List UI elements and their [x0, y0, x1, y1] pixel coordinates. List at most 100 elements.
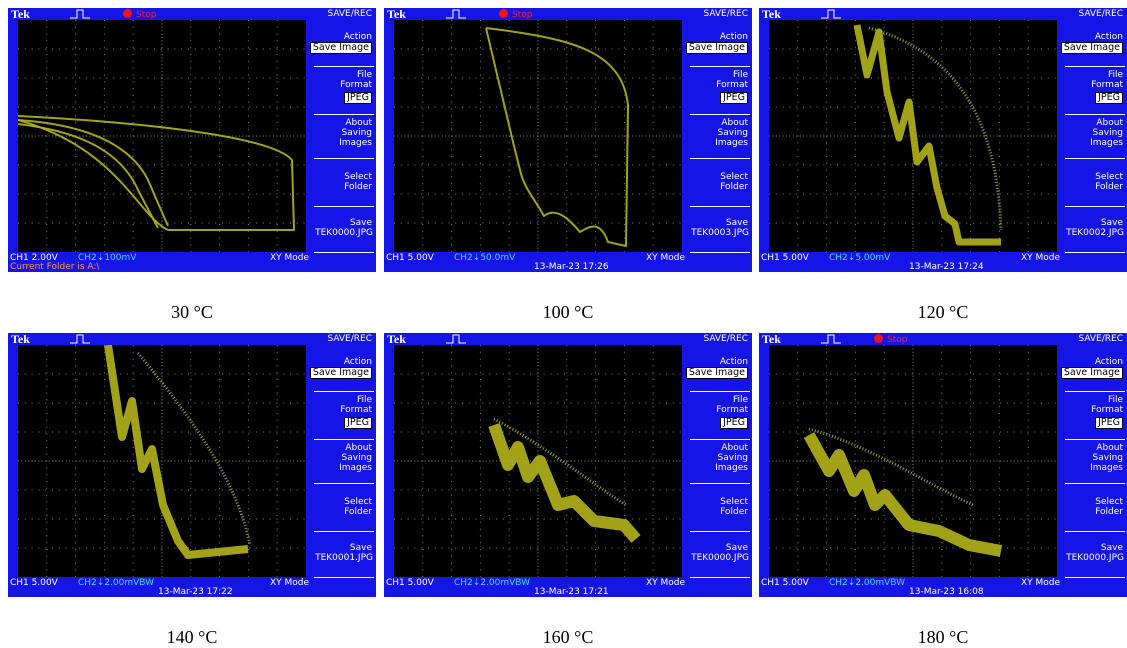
menu-value[interactable]: Save Image: [310, 367, 372, 379]
display-mode: XY Mode: [270, 253, 309, 263]
menu-item[interactable]: Select Folder: [344, 172, 372, 192]
caption: 140 °C: [8, 627, 376, 648]
menu-item[interactable]: Action: [720, 32, 748, 42]
menu-item[interactable]: About Saving Images: [1090, 443, 1123, 473]
side-menu: SAVE/RECActionSave ImageFile FormatJPEGA…: [308, 333, 374, 579]
menu-value[interactable]: JPEG: [720, 92, 748, 104]
menu-item[interactable]: File Format: [1091, 70, 1123, 90]
menu-item[interactable]: File Format: [716, 395, 748, 415]
menu-item[interactable]: About Saving Images: [715, 118, 748, 148]
graticule: [769, 345, 1057, 577]
menu-value[interactable]: JPEG: [1095, 417, 1123, 429]
separator: [314, 66, 374, 67]
save-file[interactable]: TEK0000.JPG: [315, 228, 373, 238]
menu-value[interactable]: Save Image: [310, 42, 372, 54]
scope-screenshot: TekSAVE/RECActionSave ImageFile FormatJP…: [384, 333, 752, 597]
separator: [1065, 252, 1125, 253]
save-file[interactable]: TEK0000.JPG: [1066, 553, 1124, 563]
menu-item[interactable]: Save: [1101, 543, 1123, 553]
ch2-scale: CH2⇣2.00mVBW: [454, 578, 530, 588]
menu-item[interactable]: File Format: [340, 395, 372, 415]
timestamp: 13-Mar-23 17:26: [534, 262, 609, 272]
menu-value[interactable]: Save Image: [686, 42, 748, 54]
status: Stop: [874, 334, 907, 345]
menu-value[interactable]: JPEG: [344, 417, 372, 429]
menu-item[interactable]: File Format: [340, 70, 372, 90]
menu-item[interactable]: Action: [720, 357, 748, 367]
menu-item[interactable]: Action: [1095, 32, 1123, 42]
separator: [690, 114, 750, 115]
display-mode: XY Mode: [1021, 253, 1060, 263]
trigger-shape: [70, 10, 90, 18]
screen: [394, 20, 682, 252]
caption: 100 °C: [384, 302, 752, 323]
status: Stop: [123, 9, 156, 20]
trigger-shape: [821, 10, 841, 18]
save-file[interactable]: TEK0001.JPG: [315, 553, 373, 563]
menu-item[interactable]: Save: [1101, 218, 1123, 228]
menu-value[interactable]: Save Image: [1061, 42, 1123, 54]
menu-item[interactable]: Save: [726, 543, 748, 553]
trace: [18, 124, 158, 228]
trigger-shape: [446, 335, 466, 343]
display-mode: XY Mode: [646, 578, 685, 588]
separator: [1065, 206, 1125, 207]
separator: [1065, 158, 1125, 159]
brand: Tek: [387, 333, 406, 345]
screen: [18, 345, 306, 577]
ch2-scale: CH2⇣2.00mVBW: [78, 578, 154, 588]
separator: [1065, 577, 1125, 578]
ch2-scale: CH2⇣50.0mV: [454, 253, 515, 263]
menu-item[interactable]: About Saving Images: [1090, 118, 1123, 148]
menu-value[interactable]: JPEG: [720, 417, 748, 429]
menu-title: SAVE/REC: [703, 9, 748, 19]
menu-item[interactable]: Action: [344, 357, 372, 367]
menu-item[interactable]: About Saving Images: [715, 443, 748, 473]
trace: [108, 345, 248, 555]
menu-item[interactable]: Save: [350, 543, 372, 553]
menu-item[interactable]: File Format: [1091, 395, 1123, 415]
ch2-scale: CH2⇣2.00mVBW: [829, 578, 905, 588]
menu-value[interactable]: JPEG: [344, 92, 372, 104]
menu-item[interactable]: File Format: [716, 70, 748, 90]
trigger-shape: [821, 335, 841, 343]
menu-item[interactable]: About Saving Images: [339, 443, 372, 473]
menu-item[interactable]: Save: [726, 218, 748, 228]
save-file[interactable]: TEK0002.JPG: [1066, 228, 1124, 238]
menu-item[interactable]: Select Folder: [720, 172, 748, 192]
menu-item[interactable]: Select Folder: [1095, 497, 1123, 517]
timestamp: 13-Mar-23 17:22: [158, 587, 233, 597]
menu-item[interactable]: Select Folder: [1095, 172, 1123, 192]
figure: TekStopSAVE/RECActionSave ImageFile Form…: [0, 0, 1127, 648]
ch1-scale: CH1 5.00V: [761, 578, 809, 588]
menu-item[interactable]: Save: [350, 218, 372, 228]
menu-title: SAVE/REC: [327, 9, 372, 19]
menu-item[interactable]: Select Folder: [720, 497, 748, 517]
screen: [769, 20, 1057, 252]
folder-message: Current Folder is A:\: [10, 262, 99, 272]
menu-value[interactable]: JPEG: [1095, 92, 1123, 104]
separator: [690, 577, 750, 578]
trigger-icon: [70, 9, 90, 19]
menu-item[interactable]: About Saving Images: [339, 118, 372, 148]
ch1-scale: CH1 5.00V: [386, 578, 434, 588]
separator: [314, 531, 374, 532]
separator: [690, 206, 750, 207]
save-file[interactable]: TEK0000.JPG: [691, 553, 749, 563]
menu-item[interactable]: Action: [1095, 357, 1123, 367]
ch2-scale: CH2⇣5.00mV: [829, 253, 890, 263]
menu-value[interactable]: Save Image: [686, 367, 748, 379]
separator: [1065, 391, 1125, 392]
separator: [314, 577, 374, 578]
menu-value[interactable]: Save Image: [1061, 367, 1123, 379]
trigger-shape: [446, 10, 466, 18]
save-file[interactable]: TEK0003.JPG: [691, 228, 749, 238]
timestamp: 13-Mar-23 16:08: [909, 587, 984, 597]
menu-item[interactable]: Action: [344, 32, 372, 42]
menu-item[interactable]: Select Folder: [344, 497, 372, 517]
graticule: [18, 345, 306, 577]
separator: [1065, 439, 1125, 440]
menu-title: SAVE/REC: [1078, 9, 1123, 19]
